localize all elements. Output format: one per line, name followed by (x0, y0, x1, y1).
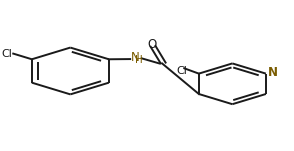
Text: O: O (147, 38, 156, 51)
Text: Cl: Cl (1, 49, 12, 59)
Text: N: N (268, 66, 278, 79)
Text: H: H (136, 55, 143, 65)
Text: Cl: Cl (177, 66, 188, 76)
Text: N: N (131, 51, 140, 64)
